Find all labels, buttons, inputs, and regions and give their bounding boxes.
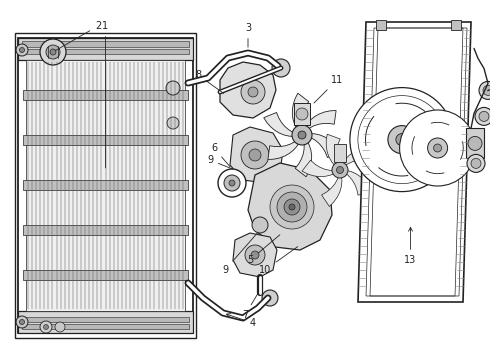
Circle shape bbox=[40, 39, 66, 65]
Circle shape bbox=[166, 81, 180, 95]
Circle shape bbox=[296, 108, 308, 120]
Circle shape bbox=[252, 217, 268, 233]
Polygon shape bbox=[321, 169, 342, 207]
Circle shape bbox=[400, 110, 476, 186]
Circle shape bbox=[396, 134, 408, 145]
Polygon shape bbox=[230, 127, 283, 183]
Polygon shape bbox=[340, 147, 370, 171]
Bar bbox=[376, 20, 386, 30]
Circle shape bbox=[55, 322, 65, 332]
Polygon shape bbox=[358, 22, 471, 302]
Circle shape bbox=[272, 59, 290, 77]
Text: 3: 3 bbox=[245, 23, 251, 47]
Circle shape bbox=[218, 169, 246, 197]
Bar bbox=[15, 33, 196, 338]
Bar bbox=[18, 38, 193, 333]
Circle shape bbox=[475, 107, 490, 125]
Polygon shape bbox=[295, 135, 312, 177]
Circle shape bbox=[428, 138, 447, 158]
Polygon shape bbox=[339, 170, 371, 195]
Circle shape bbox=[20, 320, 25, 324]
Bar bbox=[23, 135, 188, 145]
Bar bbox=[22, 41, 189, 47]
Circle shape bbox=[40, 321, 52, 333]
Circle shape bbox=[434, 144, 441, 152]
Circle shape bbox=[358, 96, 446, 184]
Text: 9: 9 bbox=[222, 232, 258, 275]
Circle shape bbox=[270, 185, 314, 229]
Circle shape bbox=[224, 175, 240, 191]
Polygon shape bbox=[302, 134, 340, 158]
Circle shape bbox=[350, 87, 454, 192]
Circle shape bbox=[332, 162, 348, 178]
Bar bbox=[22, 49, 189, 54]
Bar bbox=[22, 317, 189, 322]
Circle shape bbox=[248, 87, 258, 97]
Circle shape bbox=[16, 44, 28, 56]
Bar bbox=[23, 180, 188, 190]
Bar bbox=[23, 270, 188, 280]
Text: 2: 2 bbox=[55, 21, 101, 51]
Circle shape bbox=[277, 192, 307, 222]
Circle shape bbox=[479, 81, 490, 99]
Bar bbox=[22, 324, 189, 329]
Bar bbox=[26, 60, 185, 311]
Bar bbox=[23, 225, 188, 235]
Text: 9: 9 bbox=[207, 155, 232, 169]
Circle shape bbox=[241, 80, 265, 104]
Circle shape bbox=[245, 245, 265, 265]
Circle shape bbox=[262, 290, 278, 306]
Circle shape bbox=[471, 158, 481, 168]
Circle shape bbox=[292, 125, 312, 145]
Circle shape bbox=[249, 149, 261, 161]
Bar bbox=[18, 38, 193, 60]
Circle shape bbox=[46, 45, 60, 59]
Bar bbox=[294, 103, 310, 125]
Polygon shape bbox=[302, 160, 341, 177]
Circle shape bbox=[251, 251, 259, 259]
Polygon shape bbox=[248, 163, 332, 250]
Bar bbox=[451, 20, 461, 30]
Circle shape bbox=[44, 324, 49, 329]
Bar bbox=[23, 90, 188, 100]
Circle shape bbox=[167, 117, 179, 129]
Text: 10: 10 bbox=[259, 247, 298, 275]
Polygon shape bbox=[293, 93, 309, 135]
Circle shape bbox=[483, 85, 490, 95]
Polygon shape bbox=[233, 233, 277, 277]
Circle shape bbox=[241, 141, 269, 169]
Circle shape bbox=[50, 49, 56, 55]
Text: 6: 6 bbox=[211, 143, 230, 167]
Circle shape bbox=[468, 136, 482, 150]
Text: 4: 4 bbox=[226, 314, 256, 328]
Circle shape bbox=[479, 111, 489, 121]
Circle shape bbox=[229, 180, 235, 186]
Circle shape bbox=[16, 316, 28, 328]
Polygon shape bbox=[220, 62, 276, 118]
Polygon shape bbox=[264, 112, 302, 136]
Circle shape bbox=[20, 48, 25, 53]
Polygon shape bbox=[326, 134, 341, 171]
Text: 13: 13 bbox=[404, 227, 416, 265]
Text: 11: 11 bbox=[314, 75, 343, 103]
Bar bbox=[18, 311, 193, 333]
Text: 5: 5 bbox=[247, 235, 280, 265]
Bar bbox=[334, 144, 346, 162]
Text: 12: 12 bbox=[0, 359, 1, 360]
Circle shape bbox=[337, 166, 343, 174]
Text: 8: 8 bbox=[195, 70, 224, 93]
Circle shape bbox=[289, 204, 295, 210]
Circle shape bbox=[284, 199, 300, 215]
Text: 1: 1 bbox=[102, 21, 109, 168]
Circle shape bbox=[388, 126, 416, 154]
Text: 7: 7 bbox=[242, 292, 259, 320]
Bar bbox=[466, 129, 484, 158]
Polygon shape bbox=[302, 111, 336, 135]
Polygon shape bbox=[268, 135, 302, 159]
Circle shape bbox=[467, 154, 485, 172]
Circle shape bbox=[298, 131, 306, 139]
